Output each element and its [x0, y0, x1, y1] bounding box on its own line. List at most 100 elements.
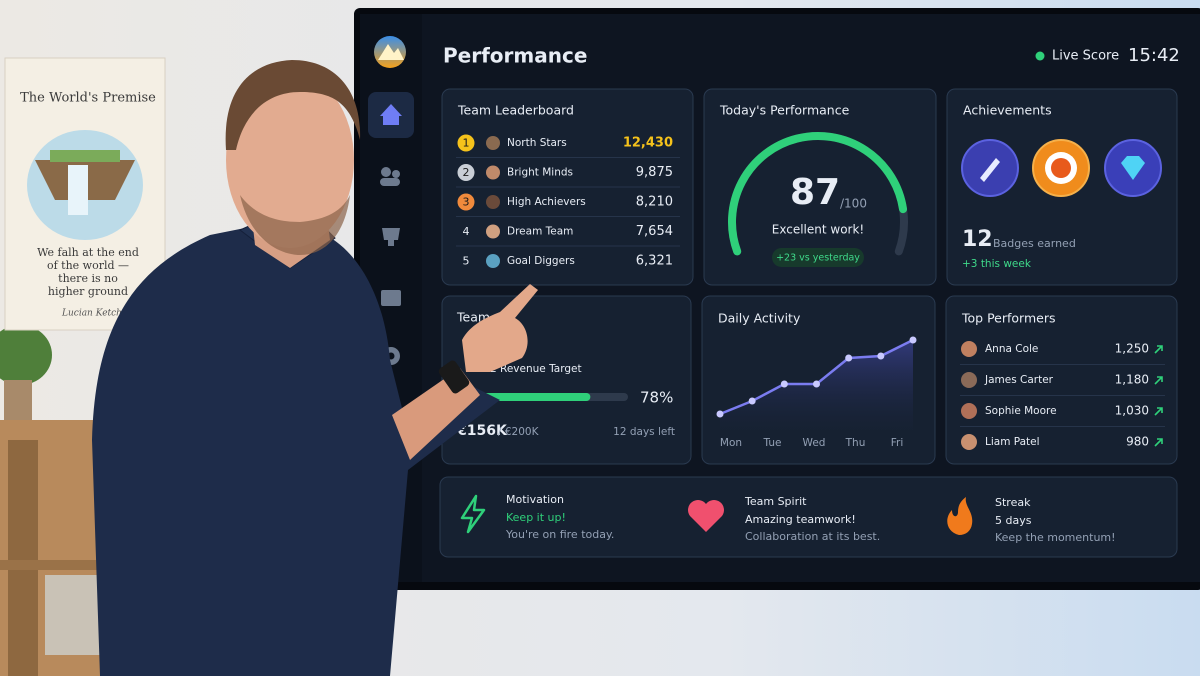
- badge-rocket-icon: [980, 158, 1000, 182]
- nav-team-2: [392, 170, 400, 178]
- footer-note: You're on fire today.: [505, 528, 614, 541]
- card-title: Daily Activity: [718, 311, 801, 326]
- nav-home[interactable]: [380, 104, 402, 125]
- avatar: [961, 434, 977, 450]
- trend-arrow: [1154, 407, 1163, 416]
- today-card: [703, 88, 937, 286]
- gauge-caption: Excellent work!: [772, 223, 864, 237]
- poster-line: We falh at the end: [37, 246, 139, 259]
- poster-signature: Lucian Ketch: [61, 309, 122, 319]
- revenue-remaining: 12 days left: [613, 426, 675, 438]
- revenue-amount: €156K: [456, 423, 508, 439]
- team-score: 9,875: [636, 165, 673, 180]
- shelf-board: [0, 560, 110, 570]
- activity-point: [845, 354, 853, 362]
- hand: [462, 284, 538, 372]
- day-label: Wed: [803, 437, 826, 449]
- page-title: Performance: [443, 44, 587, 68]
- rank-medal: [457, 134, 475, 152]
- card-title: Achievements: [963, 103, 1052, 118]
- live-dot: [1035, 51, 1045, 61]
- nav-team[interactable]: [381, 167, 391, 177]
- poster-waterfall: [68, 165, 88, 215]
- delta-text: +23 vs yesterday: [776, 253, 860, 264]
- performer-name: Sophie Moore: [985, 405, 1057, 417]
- avatar: [961, 403, 977, 419]
- team-name: Bright Minds: [507, 167, 573, 179]
- nav-team-body: [380, 178, 400, 186]
- clock: 15:42: [1128, 45, 1180, 66]
- day-label: Tue: [763, 437, 782, 449]
- footer-headline: Keep it up!: [506, 511, 566, 524]
- plant-pot: [4, 380, 32, 420]
- icon-bolt: [460, 494, 486, 534]
- poster-title: The World's Premise: [20, 91, 156, 106]
- badge-label: Badges earned: [993, 237, 1076, 250]
- shelf-side: [8, 440, 38, 676]
- watch: [438, 360, 470, 394]
- plant: [0, 325, 52, 385]
- face: [226, 72, 354, 248]
- shirt: [92, 225, 500, 676]
- performer-score: 980: [1126, 435, 1149, 449]
- rank-medal: [457, 164, 475, 181]
- performer-name: Liam Patel: [985, 436, 1040, 448]
- poster-grass: [50, 150, 120, 162]
- gauge-max: /100: [840, 197, 867, 211]
- nav-gift[interactable]: [381, 290, 401, 306]
- footer-title: Team Spirit: [744, 495, 807, 508]
- rank: 4: [463, 225, 470, 238]
- day-label: Fri: [891, 437, 904, 449]
- activity-point: [909, 336, 917, 344]
- avatar: [486, 165, 500, 180]
- nav-trophy-stem: [388, 240, 394, 246]
- card-title: Team Leaderboard: [457, 103, 574, 118]
- badge-count: 12: [962, 227, 993, 252]
- poster-line: higher ground: [48, 285, 128, 298]
- performer-name: Anna Cole: [985, 343, 1038, 355]
- nav-trophy[interactable]: [382, 228, 400, 240]
- revenue-target: 2 Revenue Target: [490, 363, 582, 375]
- team-name: North Stars: [507, 137, 567, 149]
- team-name: High Achievers: [507, 196, 586, 208]
- team-name: Dream Team: [507, 226, 573, 238]
- beard: [240, 195, 350, 255]
- footer-headline: 5 days: [995, 514, 1032, 527]
- gauge-score: 87: [790, 172, 840, 213]
- live-label: Live Score: [1052, 49, 1119, 64]
- badge-diamond-icon: [1121, 156, 1145, 180]
- footer-note: Collaboration at its best.: [745, 530, 880, 543]
- team-score: 8,210: [636, 195, 673, 210]
- rank: 3: [463, 196, 470, 209]
- day-label: Mon: [720, 437, 742, 449]
- performer-score: 1,250: [1115, 342, 1149, 356]
- activity-point: [716, 410, 724, 418]
- poster-line: there is no: [58, 272, 118, 285]
- card-title: Top Performers: [961, 311, 1055, 326]
- trend-arrow: [1154, 376, 1163, 385]
- activity-point: [813, 380, 820, 388]
- card-title: Today's Performance: [719, 103, 850, 118]
- badge-delta: +3 this week: [962, 258, 1032, 270]
- avatar: [961, 372, 977, 388]
- box: [45, 575, 105, 655]
- footer-title: Motivation: [506, 493, 564, 506]
- activity-point: [780, 380, 788, 388]
- team-name: Goal Diggers: [507, 255, 575, 267]
- rank: 2: [463, 166, 470, 179]
- avatar: [486, 224, 500, 239]
- hair: [225, 60, 361, 150]
- day-label: Thu: [845, 437, 866, 449]
- revenue-goal: / €200K: [498, 426, 540, 438]
- footer-title: Streak: [995, 496, 1031, 509]
- activity-point: [748, 397, 756, 405]
- avatar: [486, 136, 500, 150]
- icon-flame: [947, 497, 973, 535]
- footer-card: [439, 476, 1178, 558]
- avatar: [961, 341, 977, 357]
- performers-card: [945, 295, 1178, 465]
- team-score: 7,654: [636, 224, 673, 239]
- rank-medal: [457, 193, 475, 211]
- trend-arrow: [1154, 438, 1163, 447]
